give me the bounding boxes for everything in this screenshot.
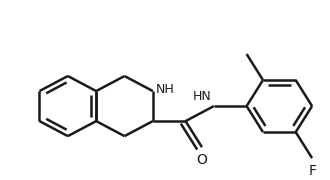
- Text: NH: NH: [156, 83, 175, 96]
- Text: F: F: [309, 165, 317, 179]
- Text: HN: HN: [193, 90, 212, 103]
- Text: O: O: [196, 154, 207, 168]
